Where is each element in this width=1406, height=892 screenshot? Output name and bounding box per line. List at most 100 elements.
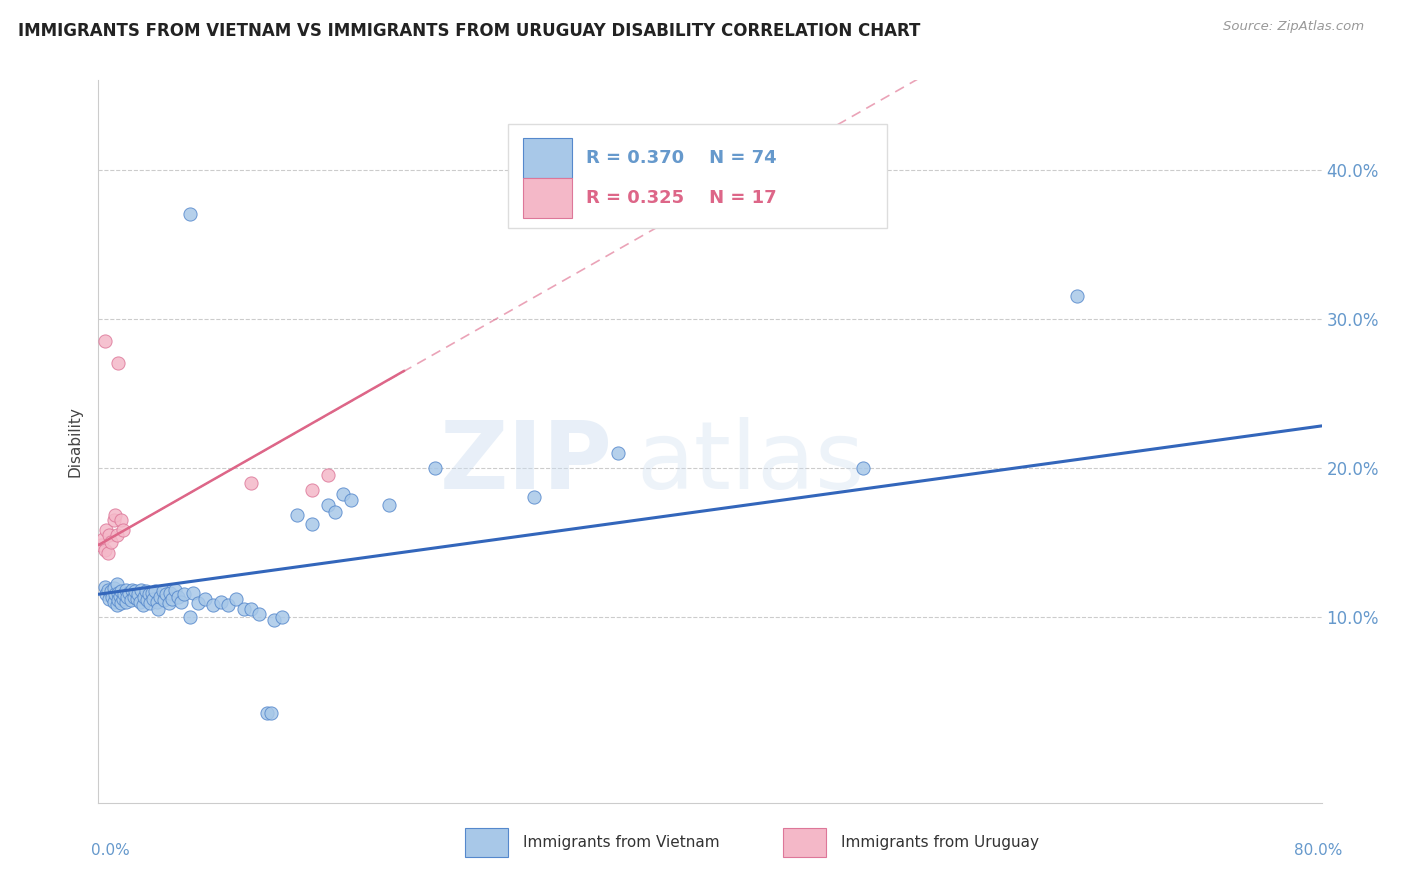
Point: [98, 527, 121, 541]
Point: [339, 493, 361, 508]
Point: [153, 593, 176, 607]
FancyBboxPatch shape: [523, 178, 572, 218]
Point: [270, 609, 292, 624]
Point: [107, 586, 129, 600]
Text: ZIP: ZIP: [439, 417, 612, 509]
Point: [187, 596, 209, 610]
Point: [332, 487, 354, 501]
Point: [202, 598, 225, 612]
Point: [97, 545, 120, 559]
Point: [100, 584, 122, 599]
Text: atlas: atlas: [637, 417, 865, 509]
Point: [118, 586, 141, 600]
Point: [110, 596, 132, 610]
Point: [325, 505, 347, 519]
Point: [232, 602, 254, 616]
Point: [160, 591, 183, 606]
Point: [93, 580, 115, 594]
Point: [125, 591, 148, 606]
Text: 0.0%: 0.0%: [91, 843, 131, 858]
Point: [111, 591, 134, 606]
Point: [98, 591, 121, 606]
Point: [127, 587, 149, 601]
Point: [101, 591, 124, 605]
Point: [139, 596, 162, 610]
Point: [107, 593, 129, 607]
Text: Immigrants from Uruguay: Immigrants from Uruguay: [841, 835, 1039, 850]
Text: IMMIGRANTS FROM VIETNAM VS IMMIGRANTS FROM URUGUAY DISABILITY CORRELATION CHART: IMMIGRANTS FROM VIETNAM VS IMMIGRANTS FR…: [18, 22, 921, 40]
Point: [104, 508, 127, 523]
Point: [209, 595, 232, 609]
FancyBboxPatch shape: [783, 828, 827, 857]
Point: [240, 602, 263, 616]
Y-axis label: Disability: Disability: [67, 406, 83, 477]
Point: [247, 607, 270, 621]
FancyBboxPatch shape: [465, 828, 508, 857]
Point: [115, 582, 138, 597]
Point: [94, 587, 117, 601]
Point: [149, 591, 172, 605]
Point: [301, 483, 323, 497]
Point: [115, 595, 138, 609]
Point: [110, 584, 132, 599]
Point: [111, 523, 134, 537]
Point: [132, 598, 155, 612]
Point: [128, 595, 150, 609]
Point: [105, 527, 128, 541]
Point: [260, 706, 283, 721]
Point: [112, 587, 135, 601]
Point: [157, 596, 180, 610]
Point: [852, 460, 875, 475]
Point: [105, 598, 128, 612]
Point: [103, 582, 125, 596]
Point: [263, 613, 285, 627]
Text: Immigrants from Vietnam: Immigrants from Vietnam: [523, 835, 720, 850]
Point: [173, 587, 195, 601]
Point: [129, 582, 152, 597]
Point: [194, 591, 217, 606]
Point: [167, 591, 190, 605]
Point: [134, 591, 156, 605]
Point: [225, 591, 247, 606]
Point: [93, 334, 115, 348]
Point: [103, 513, 125, 527]
Point: [142, 591, 165, 606]
Point: [159, 586, 181, 600]
Point: [97, 582, 120, 597]
Point: [301, 517, 323, 532]
Point: [179, 609, 201, 624]
Point: [423, 460, 446, 475]
Point: [90, 538, 112, 552]
Text: R = 0.325    N = 17: R = 0.325 N = 17: [586, 189, 778, 207]
Point: [217, 598, 239, 612]
Point: [94, 523, 117, 537]
Point: [181, 586, 204, 600]
Text: 80.0%: 80.0%: [1295, 843, 1343, 858]
Point: [179, 207, 201, 221]
Point: [141, 586, 163, 600]
Point: [91, 532, 114, 546]
Point: [152, 584, 174, 599]
Point: [103, 595, 125, 609]
Point: [170, 595, 193, 609]
Point: [108, 589, 131, 603]
Point: [100, 535, 122, 549]
Point: [607, 446, 630, 460]
Point: [122, 591, 145, 605]
Text: Source: ZipAtlas.com: Source: ZipAtlas.com: [1223, 20, 1364, 33]
Point: [240, 475, 263, 490]
Point: [136, 593, 159, 607]
FancyBboxPatch shape: [523, 138, 572, 178]
Point: [93, 542, 115, 557]
Text: R = 0.370    N = 74: R = 0.370 N = 74: [586, 149, 778, 167]
Point: [105, 576, 128, 591]
FancyBboxPatch shape: [508, 124, 887, 228]
Point: [124, 584, 146, 599]
Point: [378, 498, 401, 512]
Point: [1066, 289, 1088, 303]
Point: [138, 587, 160, 601]
Point: [117, 591, 139, 605]
Point: [285, 508, 308, 523]
Point: [120, 593, 142, 607]
Point: [146, 602, 169, 616]
